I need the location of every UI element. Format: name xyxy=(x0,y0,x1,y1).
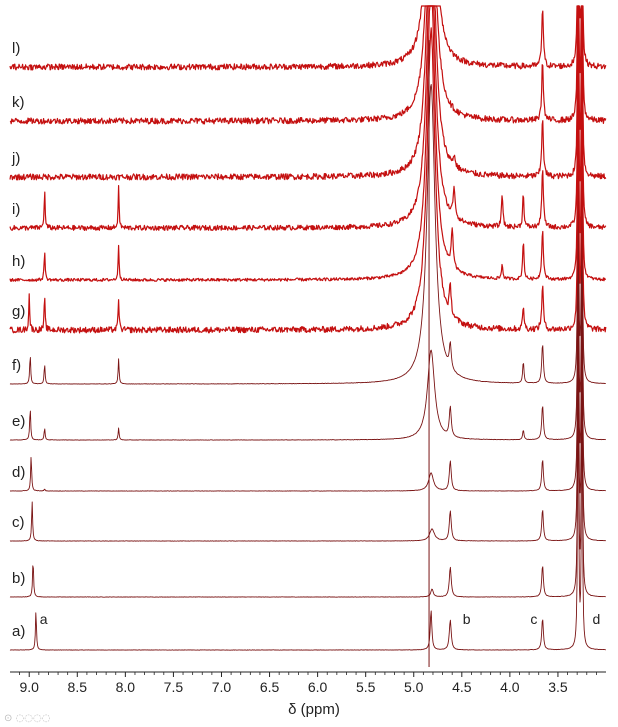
trace-label-a: a) xyxy=(12,623,25,640)
peak-label-b: b xyxy=(463,611,471,627)
x-tick-label-8.0: 8.0 xyxy=(116,679,136,695)
x-tick-label-6.0: 6.0 xyxy=(308,679,328,695)
x-tick-label-5.0: 5.0 xyxy=(404,679,424,695)
x-tick-label-6.5: 6.5 xyxy=(260,679,280,695)
x-tick-label-4.5: 4.5 xyxy=(452,679,472,695)
x-tick-label-7.5: 7.5 xyxy=(164,679,184,695)
spectrum-trace-g xyxy=(9,27,607,334)
trace-label-k: k) xyxy=(12,94,25,111)
trace-label-j: j) xyxy=(11,150,20,167)
trace-label-c: c) xyxy=(12,514,25,531)
spectrum-trace-a xyxy=(9,348,606,651)
x-axis: 9.0 8.5 8.0 7.5 7.0 6.5 6.0 5.5 5.0 4.5 4.0 3.5 xyxy=(10,671,606,695)
spectrum-trace-i xyxy=(9,5,607,231)
x-axis-title: δ (ppm) xyxy=(288,701,340,718)
peak-labels: a b c d xyxy=(40,611,601,627)
trace-labels: a) b) c) d) e) f) g) h) i) j) k) l) xyxy=(11,40,25,640)
spectra-traces xyxy=(9,5,607,667)
x-tick-label-9.0: 9.0 xyxy=(19,679,39,695)
spectrum-trace-l xyxy=(9,5,607,71)
trace-label-g: g) xyxy=(12,303,25,320)
spectrum-trace-f xyxy=(9,82,606,385)
trace-label-d: d) xyxy=(12,464,25,481)
x-tick-label-5.5: 5.5 xyxy=(356,679,376,695)
trace-label-i: i) xyxy=(12,201,20,218)
trace-label-b: b) xyxy=(12,570,25,587)
peak-label-a: a xyxy=(40,611,48,627)
x-tick-label-4.0: 4.0 xyxy=(500,679,520,695)
spectrum-trace-h xyxy=(9,5,606,282)
trace-label-e: e) xyxy=(12,413,25,430)
trace-label-l: l) xyxy=(12,40,20,57)
peak-label-d: d xyxy=(592,611,600,627)
spectrum-trace-b xyxy=(9,295,606,598)
x-tick-label-7.0: 7.0 xyxy=(212,679,232,695)
spectrum-trace-e xyxy=(9,138,606,441)
trace-label-h: h) xyxy=(12,253,25,270)
spectrum-trace-d xyxy=(9,189,606,492)
x-tick-label-3.5: 3.5 xyxy=(548,679,568,695)
trace-label-f: f) xyxy=(12,357,21,374)
x-tick-label-8.5: 8.5 xyxy=(68,679,88,695)
peak-label-c: c xyxy=(530,611,537,627)
watermark: ⊙ ◌◌◌◌ xyxy=(4,713,51,724)
spectrum-trace-k xyxy=(9,5,607,125)
spectrum-trace-j xyxy=(9,5,607,181)
spectrum-trace-c xyxy=(9,239,606,542)
